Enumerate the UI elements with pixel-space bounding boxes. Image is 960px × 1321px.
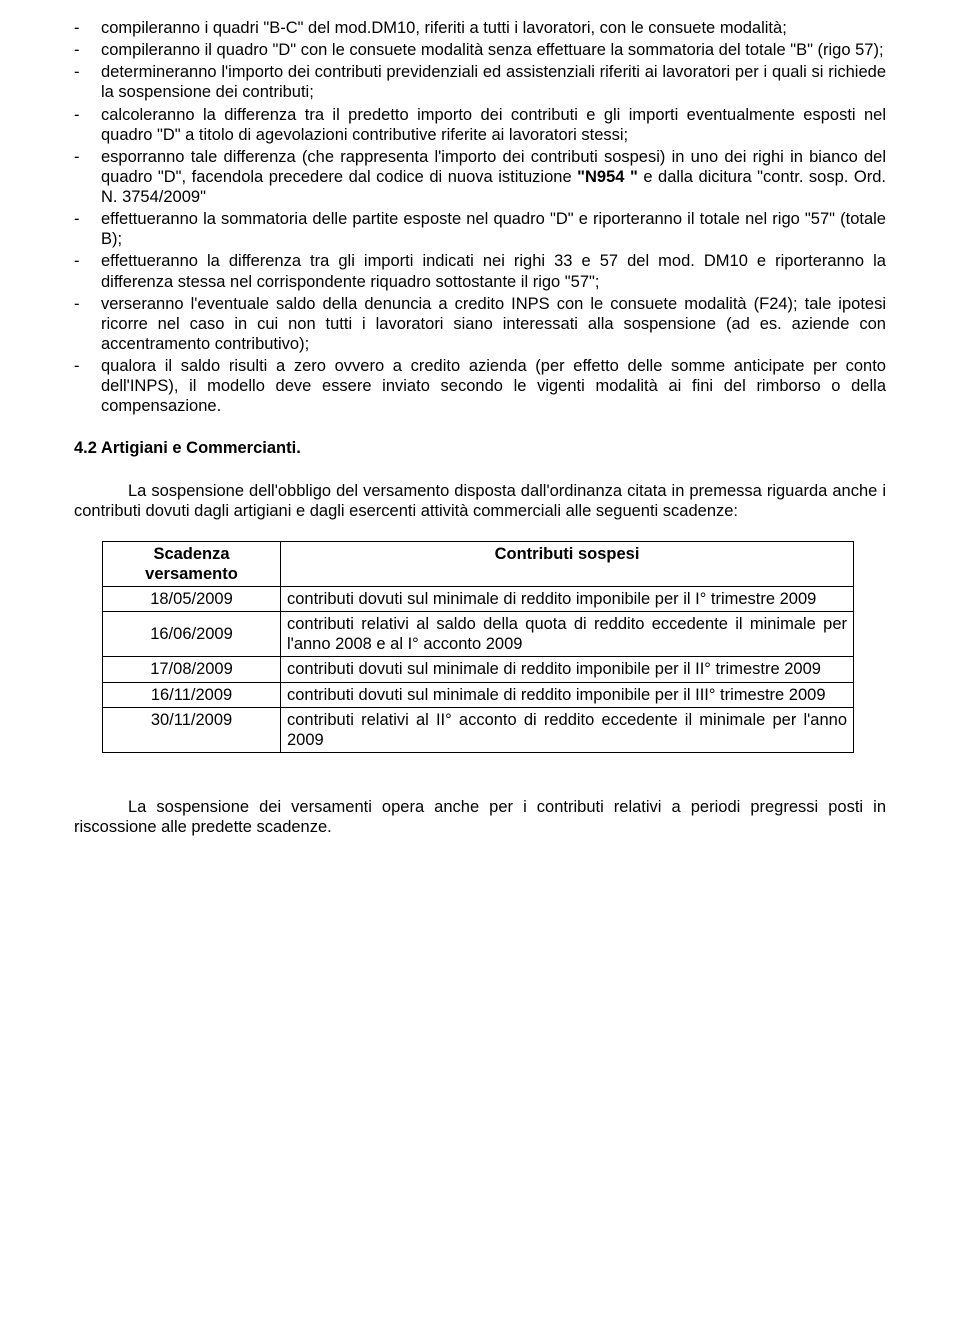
bullet-dash: - (74, 62, 101, 102)
bullet-text-composite: esporranno tale differenza (che rapprese… (101, 147, 886, 207)
bullet-text-code: "N954 " (577, 168, 638, 186)
table-cell-desc: contributi dovuti sul minimale di reddit… (281, 682, 854, 707)
table-header-row: Scadenza versamento Contributi sospesi (103, 541, 854, 586)
table-row: 30/11/2009 contributi relativi al II° ac… (103, 707, 854, 752)
table-row: 17/08/2009 contributi dovuti sul minimal… (103, 657, 854, 682)
bullet-item: - esporranno tale differenza (che rappre… (74, 147, 886, 207)
bullet-item: - effettueranno la sommatoria delle part… (74, 209, 886, 249)
bullet-text: compileranno il quadro "D" con le consue… (101, 40, 886, 60)
bullet-dash: - (74, 356, 101, 416)
bullet-dash: - (74, 40, 101, 60)
bullet-item: - qualora il saldo risulti a zero ovvero… (74, 356, 886, 416)
bullet-text: effettueranno la differenza tra gli impo… (101, 251, 886, 291)
table-cell-date: 30/11/2009 (103, 707, 281, 752)
table-cell-date: 16/11/2009 (103, 682, 281, 707)
header-scadenza-line2: versamento (145, 565, 238, 583)
bullet-text: effettueranno la sommatoria delle partit… (101, 209, 886, 249)
section-heading-4-2: 4.2 Artigiani e Commercianti. (74, 438, 886, 458)
table-cell-desc: contributi relativi al II° acconto di re… (281, 707, 854, 752)
bullet-item: - compileranno i quadri "B-C" del mod.DM… (74, 18, 886, 38)
table-header-scadenza: Scadenza versamento (103, 541, 281, 586)
table-cell-date: 18/05/2009 (103, 587, 281, 612)
table-row: 18/05/2009 contributi dovuti sul minimal… (103, 587, 854, 612)
bullet-item: - compileranno il quadro "D" con le cons… (74, 40, 886, 60)
bullet-dash: - (74, 294, 101, 354)
bullet-dash: - (74, 18, 101, 38)
bullet-item: - verseranno l'eventuale saldo della den… (74, 294, 886, 354)
intro-paragraph: La sospensione dell'obbligo del versamen… (74, 481, 886, 521)
bullet-text: verseranno l'eventuale saldo della denun… (101, 294, 886, 354)
bullet-text: qualora il saldo risulti a zero ovvero a… (101, 356, 886, 416)
bullet-item: - calcoleranno la differenza tra il pred… (74, 105, 886, 145)
table-row: 16/11/2009 contributi dovuti sul minimal… (103, 682, 854, 707)
bullet-item: - determineranno l'importo dei contribut… (74, 62, 886, 102)
table-cell-date: 17/08/2009 (103, 657, 281, 682)
bullet-item: - effettueranno la differenza tra gli im… (74, 251, 886, 291)
bullet-dash: - (74, 251, 101, 291)
bullet-dash: - (74, 105, 101, 145)
table-cell-desc: contributi relativi al saldo della quota… (281, 612, 854, 657)
contributi-table: Scadenza versamento Contributi sospesi 1… (102, 541, 854, 753)
table-row: 16/06/2009 contributi relativi al saldo … (103, 612, 854, 657)
bullet-text: compileranno i quadri "B-C" del mod.DM10… (101, 18, 886, 38)
bullet-text: calcoleranno la differenza tra il predet… (101, 105, 886, 145)
bullet-list: - compileranno i quadri "B-C" del mod.DM… (74, 18, 886, 416)
bullet-text: determineranno l'importo dei contributi … (101, 62, 886, 102)
table-cell-date: 16/06/2009 (103, 612, 281, 657)
table-header-contributi: Contributi sospesi (281, 541, 854, 586)
footer-paragraph: La sospensione dei versamenti opera anch… (74, 797, 886, 837)
table-cell-desc: contributi dovuti sul minimale di reddit… (281, 587, 854, 612)
bullet-dash: - (74, 147, 101, 207)
bullet-dash: - (74, 209, 101, 249)
table-cell-desc: contributi dovuti sul minimale di reddit… (281, 657, 854, 682)
header-scadenza-line1: Scadenza (153, 545, 229, 563)
